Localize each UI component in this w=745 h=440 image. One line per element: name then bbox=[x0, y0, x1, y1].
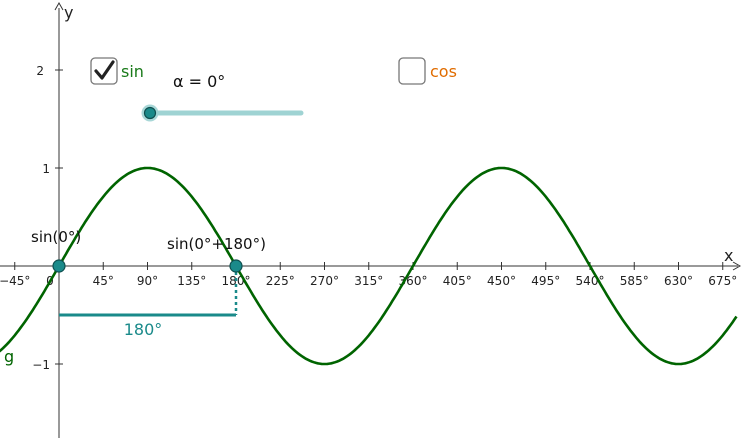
x-tick-label: 450° bbox=[487, 274, 516, 288]
y-tick-label: −1 bbox=[32, 358, 50, 372]
x-tick-label: 585° bbox=[620, 274, 649, 288]
point-sin-alpha[interactable] bbox=[52, 259, 66, 273]
x-tick-label: 135° bbox=[177, 274, 206, 288]
alpha-slider[interactable]: α = 0° bbox=[141, 72, 304, 122]
x-tick-label: 315° bbox=[354, 274, 383, 288]
x-tick-label: 675° bbox=[708, 274, 737, 288]
x-axis-arrow bbox=[732, 261, 742, 271]
sin-checkbox[interactable]: sin bbox=[90, 57, 144, 85]
x-tick-label: 270° bbox=[310, 274, 339, 288]
x-tick-label: 225° bbox=[266, 274, 295, 288]
x-tick-label: 90° bbox=[137, 274, 158, 288]
cos-checkbox-box[interactable] bbox=[398, 57, 426, 85]
x-tick-label: 405° bbox=[443, 274, 472, 288]
sin-checkbox-label: sin bbox=[121, 62, 144, 81]
point-sin-alpha-plus-180-label: sin(0°+180°) bbox=[167, 235, 266, 253]
point-sin-alpha-label: sin(0°) bbox=[31, 228, 81, 246]
x-axis-label: x bbox=[724, 246, 733, 265]
x-tick-label: 630° bbox=[664, 274, 693, 288]
x-tick-label: 45° bbox=[93, 274, 114, 288]
y-axis-label: y bbox=[64, 3, 73, 22]
function-label: g bbox=[4, 347, 14, 366]
x-tick-label: 495° bbox=[531, 274, 560, 288]
cos-checkbox[interactable]: cos bbox=[398, 57, 457, 85]
y-axis-arrow bbox=[54, 1, 64, 11]
span-label: 180° bbox=[124, 320, 163, 339]
y-tick-label: 2 bbox=[36, 64, 44, 78]
alpha-slider-handle[interactable] bbox=[143, 106, 157, 120]
y-tick-label: 1 bbox=[42, 162, 50, 176]
x-tick-label: −45° bbox=[0, 274, 30, 288]
point-sin-alpha-plus-180[interactable] bbox=[229, 259, 243, 273]
alpha-slider-label: α = 0° bbox=[173, 72, 225, 91]
sine-curve[interactable] bbox=[0, 166, 738, 366]
x-tick-group: −45°045°90°135°180°225°270°315°360°405°4… bbox=[0, 262, 737, 288]
cos-checkbox-label: cos bbox=[430, 62, 457, 81]
check-mark-icon bbox=[94, 60, 115, 80]
